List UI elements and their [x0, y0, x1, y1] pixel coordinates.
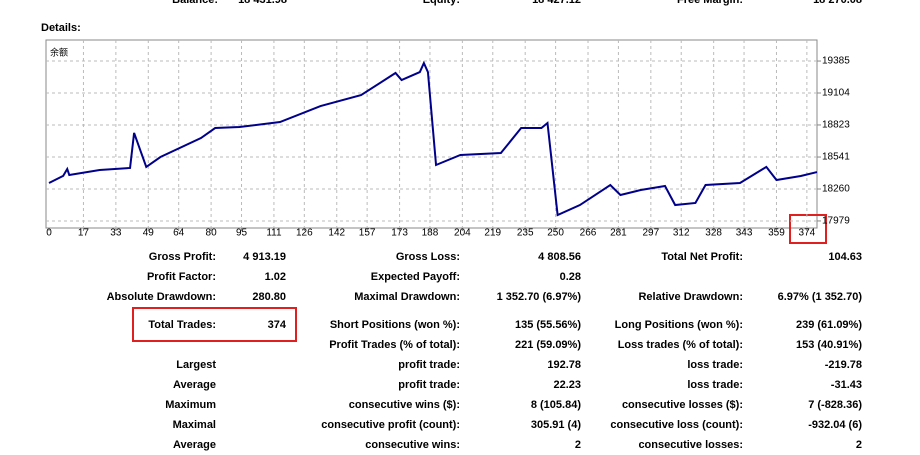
section-title: Details: [41, 22, 81, 34]
stat-value: 2 [575, 439, 581, 451]
stat-value: 4 913.19 [243, 251, 286, 263]
stat-value: 153 (40.91%) [796, 339, 862, 351]
stat-label: loss trade: [687, 379, 743, 391]
stat-label: Maximum [165, 399, 216, 411]
x-tick-label: 126 [296, 228, 313, 239]
x-tick-label: 204 [454, 228, 471, 239]
stat-value: -219.78 [825, 359, 862, 371]
summary-value: 18 427.12 [532, 0, 581, 6]
stat-value: 1.02 [265, 271, 286, 283]
stat-label: Total Net Profit: [661, 251, 743, 263]
x-tick-label: 33 [110, 228, 122, 239]
stat-value: 239 (61.09%) [796, 319, 862, 331]
balance-line [48, 60, 818, 217]
stat-value: 374 [268, 319, 287, 331]
x-tick-label: 173 [391, 228, 408, 239]
x-tick-label: 219 [484, 228, 501, 239]
stat-label: consecutive losses: [638, 439, 743, 451]
x-tick-label: 111 [266, 228, 282, 239]
stat-label: consecutive wins ($): [349, 399, 460, 411]
stat-label: Profit Factor: [147, 271, 216, 283]
stat-label: Long Positions (won %): [615, 319, 743, 331]
x-tick-label: 0 [46, 228, 52, 239]
stat-value: 22.23 [553, 379, 581, 391]
stat-value: 221 (59.09%) [515, 339, 581, 351]
y-tick-label: 19104 [822, 88, 850, 99]
stat-label: Average [173, 439, 216, 451]
stat-label: Profit Trades (% of total): [329, 339, 460, 351]
stat-value: 280.80 [252, 291, 286, 303]
x-tick-label: 266 [580, 228, 597, 239]
stat-value: 192.78 [547, 359, 581, 371]
x-tick-label: 250 [547, 228, 564, 239]
x-tick-label: 235 [517, 228, 534, 239]
x-tick-label: 343 [736, 228, 753, 239]
stat-value: 7 (-828.36) [808, 399, 862, 411]
y-tick-label: 17979 [822, 216, 850, 227]
summary-label: Equity: [423, 0, 460, 6]
stat-value: 4 808.56 [538, 251, 581, 263]
stat-value: 1 352.70 (6.97%) [497, 291, 582, 303]
stat-label: Average [173, 379, 216, 391]
stat-value: 135 (55.56%) [515, 319, 581, 331]
x-tick-label: 328 [705, 228, 722, 239]
stat-label: Loss trades (% of total): [618, 339, 743, 351]
chart-title: 余额 [50, 46, 68, 57]
stat-label: consecutive losses ($): [622, 399, 743, 411]
stat-label: Maximal Drawdown: [354, 291, 460, 303]
stat-value: -31.43 [831, 379, 862, 391]
stat-label: profit trade: [398, 379, 460, 391]
summary-value: 18 270.08 [813, 0, 862, 6]
x-tick-label: 157 [359, 228, 376, 239]
stat-label: Relative Drawdown: [638, 291, 743, 303]
summary-label: Free Margin: [677, 0, 743, 6]
x-tick-label: 281 [610, 228, 627, 239]
x-tick-label: 49 [143, 228, 155, 239]
x-tick-label: 142 [328, 228, 345, 239]
stat-label: Short Positions (won %): [330, 319, 460, 331]
highlight-box [789, 214, 827, 244]
y-tick-label: 18823 [822, 120, 850, 131]
summary-label: Balance: [172, 0, 218, 6]
summary-value: 18 431.98 [238, 0, 287, 6]
plot-frame [45, 39, 818, 229]
x-tick-label: 95 [236, 228, 248, 239]
stat-label: consecutive profit (count): [321, 419, 460, 431]
stat-value: 305.91 (4) [531, 419, 581, 431]
y-tick-label: 19385 [822, 56, 850, 67]
x-tick-label: 17 [78, 228, 90, 239]
x-tick-label: 359 [768, 228, 785, 239]
y-tick-label: 18260 [822, 184, 850, 195]
stat-value: 8 (105.84) [531, 399, 581, 411]
stat-label: Maximal [173, 419, 216, 431]
stat-value: 2 [856, 439, 862, 451]
x-tick-label: 297 [642, 228, 659, 239]
stat-value: -932.04 (6) [808, 419, 862, 431]
stat-value: 104.63 [828, 251, 862, 263]
stat-label: consecutive loss (count): [610, 419, 743, 431]
y-tick-label: 18541 [822, 152, 850, 163]
stat-label: Largest [176, 359, 216, 371]
x-tick-label: 64 [173, 228, 185, 239]
stat-label: Gross Profit: [149, 251, 216, 263]
stat-label: Total Trades: [148, 319, 216, 331]
stat-value: 0.28 [560, 271, 581, 283]
highlight-box [132, 307, 297, 342]
stat-label: Absolute Drawdown: [107, 291, 216, 303]
x-tick-label: 374 [799, 228, 816, 239]
stat-value: 6.97% (1 352.70) [778, 291, 863, 303]
stat-label: Expected Payoff: [371, 271, 460, 283]
stat-label: consecutive wins: [365, 439, 460, 451]
x-tick-label: 80 [206, 228, 218, 239]
x-tick-label: 312 [673, 228, 690, 239]
x-tick-label: 188 [422, 228, 439, 239]
stat-label: loss trade: [687, 359, 743, 371]
stat-label: profit trade: [398, 359, 460, 371]
stat-label: Gross Loss: [396, 251, 460, 263]
